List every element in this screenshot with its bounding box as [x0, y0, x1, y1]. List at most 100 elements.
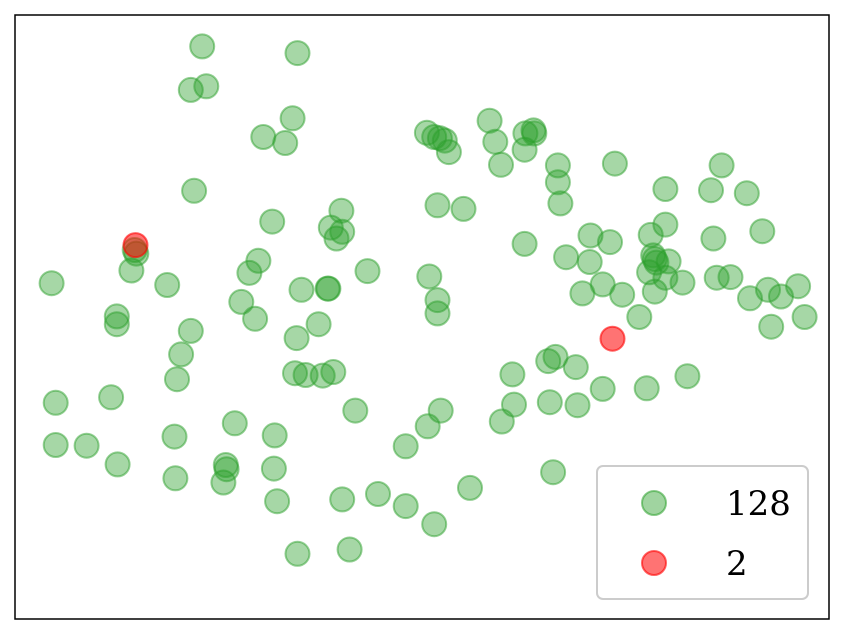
point-128-54 — [354, 258, 381, 285]
point-128-94 — [576, 249, 603, 275]
point-128-89 — [547, 190, 574, 217]
point-128-23 — [212, 452, 239, 478]
point-128-115 — [698, 177, 724, 204]
point-2-0 — [122, 232, 149, 259]
point-128-37 — [283, 325, 310, 352]
point-128-76 — [499, 361, 526, 388]
point-128-14 — [164, 366, 190, 393]
point-128-101 — [626, 304, 653, 330]
point-128-31 — [260, 455, 287, 482]
point-128-49 — [328, 197, 355, 224]
point-128-55 — [365, 481, 391, 507]
point-128-63 — [424, 300, 451, 327]
point-128-62 — [421, 511, 448, 538]
point-128-123 — [755, 276, 781, 303]
point-128-39 — [284, 540, 311, 567]
point-128-15 — [168, 341, 195, 368]
point-128-70 — [450, 195, 477, 222]
point-128-109 — [643, 249, 670, 276]
point-128-34 — [272, 130, 299, 156]
point-128-65 — [424, 192, 451, 219]
point-2-1 — [599, 325, 626, 352]
point-128-52 — [336, 536, 363, 563]
point-128-6 — [103, 311, 130, 338]
point-128-36 — [282, 360, 308, 387]
point-128-16 — [177, 317, 204, 344]
point-128-3 — [73, 432, 100, 459]
point-128-60 — [416, 263, 443, 290]
point-128-7 — [104, 451, 131, 478]
point-128-117 — [700, 225, 727, 252]
points-layer — [38, 33, 818, 567]
point-128-13 — [162, 465, 189, 492]
point-128-74 — [488, 151, 514, 178]
point-128-1 — [42, 389, 69, 416]
point-128-12 — [161, 423, 188, 450]
point-128-126 — [785, 273, 812, 300]
point-128-72 — [476, 107, 503, 134]
legend-label-2: 2 — [726, 544, 748, 584]
point-128-118 — [708, 152, 735, 179]
point-128-4 — [98, 384, 125, 411]
point-128-28 — [245, 247, 272, 274]
point-128-107 — [641, 278, 668, 305]
point-128-5 — [103, 303, 130, 330]
point-128-112 — [652, 176, 679, 202]
point-128-30 — [259, 208, 286, 235]
point-128-64 — [424, 287, 451, 314]
point-128-73 — [482, 128, 509, 155]
point-128-120 — [733, 180, 760, 207]
point-128-98 — [597, 229, 623, 256]
point-128-29 — [250, 124, 277, 150]
point-128-90 — [553, 244, 580, 271]
point-128-95 — [577, 222, 604, 249]
point-128-119 — [717, 264, 744, 291]
point-128-57 — [392, 493, 419, 520]
point-128-17 — [177, 76, 204, 103]
point-128-124 — [758, 313, 785, 340]
point-128-116 — [703, 264, 730, 291]
point-128-85 — [540, 459, 567, 486]
point-128-38 — [284, 40, 311, 67]
point-128-53 — [342, 397, 369, 424]
point-128-69 — [435, 139, 462, 166]
legend-marker-128 — [641, 490, 667, 516]
point-128-83 — [535, 348, 562, 375]
point-128-20 — [193, 73, 220, 100]
point-128-86 — [542, 343, 569, 370]
point-128-51 — [329, 486, 356, 513]
point-128-84 — [536, 389, 563, 416]
point-128-91 — [562, 354, 589, 381]
point-128-113 — [669, 269, 696, 296]
point-128-97 — [589, 375, 616, 402]
legend: 128 2 — [596, 465, 809, 600]
point-128-71 — [457, 474, 483, 501]
point-128-92 — [564, 392, 591, 419]
point-128-122 — [749, 218, 776, 245]
point-128-77 — [501, 391, 527, 418]
point-128-42 — [305, 311, 332, 338]
point-128-2 — [42, 432, 69, 458]
point-128-25 — [228, 288, 255, 315]
point-128-32 — [261, 422, 288, 449]
point-128-0 — [38, 270, 65, 297]
point-128-111 — [652, 211, 679, 238]
legend-label-128: 128 — [726, 484, 791, 524]
point-128-40 — [288, 276, 315, 303]
point-128-45 — [315, 275, 342, 302]
point-128-11 — [154, 272, 181, 298]
point-128-88 — [544, 169, 571, 196]
point-128-78 — [511, 230, 538, 257]
point-128-100 — [609, 281, 636, 308]
point-128-47 — [320, 359, 347, 385]
point-128-35 — [279, 105, 306, 132]
point-128-102 — [633, 375, 660, 402]
point-128-27 — [242, 305, 269, 332]
point-128-56 — [392, 433, 419, 460]
point-128-33 — [264, 488, 291, 515]
point-128-19 — [189, 33, 216, 60]
point-128-99 — [601, 150, 628, 177]
point-128-50 — [329, 218, 356, 245]
point-128-8 — [118, 257, 145, 284]
